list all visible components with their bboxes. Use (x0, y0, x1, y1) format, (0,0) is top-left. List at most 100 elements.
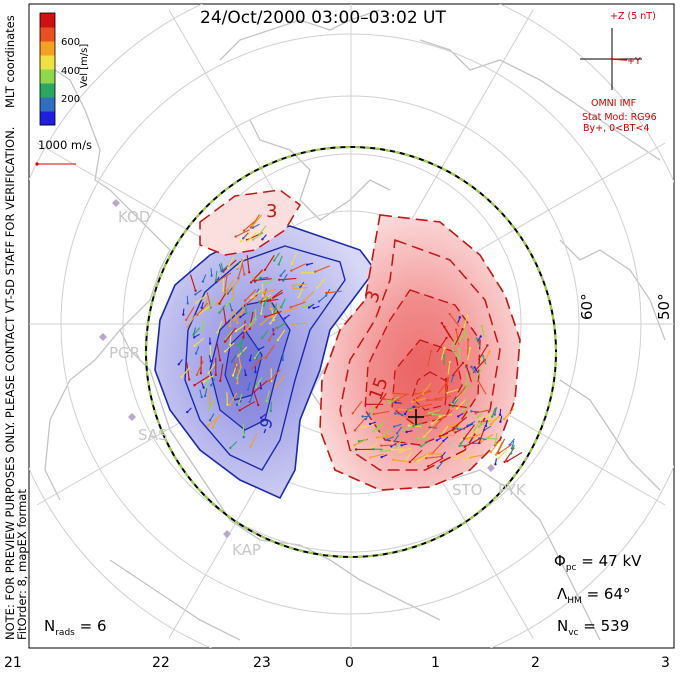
velocity-vector-origin (239, 315, 242, 319)
velocity-vector-origin (390, 448, 393, 451)
velocity-vector-origin (463, 445, 466, 449)
velocity-vector-origin (218, 359, 222, 362)
velocity-vector (235, 229, 250, 238)
velocity-vector (386, 436, 395, 441)
velocity-vector-origin (218, 302, 221, 305)
velocity-vector (440, 347, 446, 361)
heppner-maynard-latitude: ΛHM = 64° (557, 587, 631, 606)
velocity-vector-origin (436, 466, 439, 470)
velocity-vector (510, 444, 515, 454)
nvc-value: = 539 (583, 617, 630, 635)
velocity-vector-origin (229, 446, 232, 450)
velocity-vector (251, 356, 264, 369)
velocity-vector-origin (228, 403, 231, 407)
velocity-vector-origin (243, 273, 246, 276)
velocity-vector (394, 423, 402, 428)
velocity-vector-origin (405, 430, 408, 434)
velocity-vector-origin (224, 322, 228, 325)
velocity-vector (222, 265, 229, 271)
velocity-vector-origin (245, 312, 248, 315)
velocity-vector-origin (462, 458, 466, 462)
velocity-vector-origin (372, 448, 375, 451)
velocity-vector (291, 263, 306, 272)
velocity-vector-origin (260, 300, 263, 303)
velocity-vector-origin (415, 405, 418, 409)
velocity-vector-origin (497, 457, 500, 460)
velocity-vector (459, 444, 469, 447)
velocity-vector (465, 365, 472, 383)
velocity-vector-origin (249, 281, 253, 284)
velocity-vector-origin (393, 425, 396, 428)
velocity-vector-origin (196, 313, 199, 316)
velocity-vector-origin (246, 388, 250, 391)
velocity-vector (365, 412, 371, 420)
velocity-vector (205, 377, 209, 389)
contour-label-3-lobe: 3 (266, 201, 278, 222)
velocity-vector (225, 279, 234, 293)
velocity-vector (226, 392, 228, 405)
velocity-vector (384, 398, 400, 402)
velocity-vector-origin (442, 354, 446, 357)
velocity-vector-origin (398, 450, 402, 453)
velocity-vector-origin (394, 401, 397, 404)
velocity-vector (237, 352, 242, 367)
velocity-vector-origin (451, 401, 455, 404)
velocity-vector (440, 425, 449, 437)
velocity-vector-origin (235, 266, 239, 269)
velocity-vector-origin (494, 442, 497, 445)
velocity-vector-origin (226, 403, 229, 406)
velocity-vector-origin (466, 437, 469, 440)
velocity-vector-origin (254, 318, 257, 321)
velocity-vector (423, 427, 433, 438)
colorbar-tick-600: 600 (61, 37, 81, 48)
velocity-vector-origin (228, 343, 232, 346)
velocity-vector-origin (325, 291, 328, 295)
velocity-vector-origin (242, 237, 245, 240)
velocity-vector-origin (454, 431, 457, 434)
velocity-vector (446, 388, 459, 394)
velocity-vector (219, 363, 224, 381)
velocity-vector-origin (289, 306, 292, 309)
velocity-vector (194, 375, 210, 386)
imf-source: OMNI IMF (591, 98, 637, 109)
velocity-vector (189, 274, 197, 291)
velocity-vector (207, 300, 214, 311)
velocity-vector (429, 453, 444, 455)
velocity-vector-origin (260, 312, 263, 315)
velocity-vector-origin (506, 460, 509, 463)
velocity-vector-origin (268, 307, 272, 311)
color-bar-segment (40, 111, 55, 126)
velocity-vector-origin (445, 336, 448, 340)
velocity-vector-origin (414, 392, 418, 396)
velocity-vector (237, 263, 244, 279)
velocity-vector (462, 384, 469, 395)
velocity-vector-origin (301, 271, 304, 274)
velocity-vector (291, 252, 298, 265)
velocity-vector-origin (452, 426, 455, 430)
velocity-vector-origin (456, 427, 459, 431)
velocity-vector-origin (312, 306, 315, 310)
velocity-vector-origin (475, 337, 478, 340)
velocity-vector-origin (351, 412, 354, 415)
color-bar-segment (40, 13, 55, 28)
velocity-vector (467, 348, 471, 361)
velocity-vector (475, 422, 484, 433)
velocity-vector (209, 413, 215, 421)
velocity-vector-origin (218, 311, 221, 314)
velocity-vector (478, 426, 486, 444)
velocity-vector (231, 354, 237, 362)
velocity-vector-origin (372, 412, 376, 416)
velocity-vector (451, 337, 458, 348)
velocity-vector (195, 289, 202, 295)
velocity-vector (454, 451, 466, 460)
velocity-vector-origin (411, 400, 414, 403)
lambda-sub: HM (567, 596, 582, 606)
velocity-vector-origin (251, 238, 255, 241)
colorbar-tick-400: 400 (61, 66, 81, 77)
color-bar-frame (39, 12, 56, 126)
positive-lobe (199, 189, 301, 256)
velocity-vector-origin (461, 409, 464, 412)
velocity-vector-origin (248, 327, 251, 331)
velocity-vector-origin (413, 459, 416, 462)
